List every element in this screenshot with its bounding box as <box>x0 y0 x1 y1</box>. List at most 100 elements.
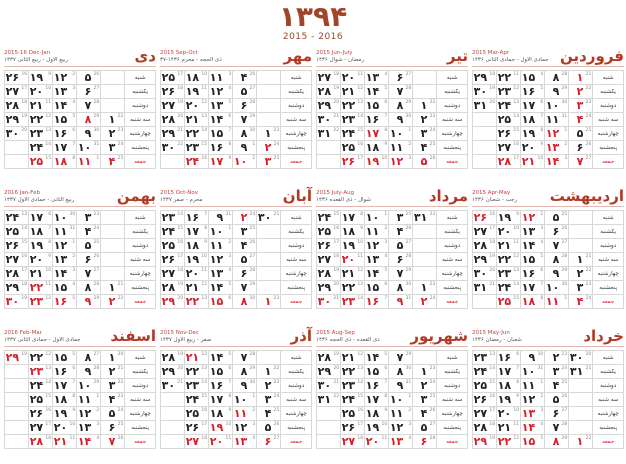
day-cell: ۲۵ 16 <box>340 140 366 155</box>
persian-day: ۳ <box>576 99 584 112</box>
gregorian-day: 24 <box>93 226 100 231</box>
day-cell: ۲۱ 13 <box>184 112 210 127</box>
gregorian-day: 10 <box>201 72 208 77</box>
day-cell: ۸ 29 <box>544 434 570 449</box>
empty-cell <box>100 252 126 267</box>
gregorian-day: 2 <box>540 394 544 399</box>
gregorian-day: 2 <box>72 72 76 77</box>
persian-day: ۱ <box>576 253 584 266</box>
gregorian-day: 19 <box>489 86 496 91</box>
day-cell: ۲۳ 13 <box>471 350 498 365</box>
persian-day: ۳۰ <box>161 379 176 392</box>
empty-cell <box>412 238 438 253</box>
day-cell: ۲۰ 10 <box>496 406 522 421</box>
day-cell: ۱۷ 7 <box>520 280 546 295</box>
calendar-title: ۱۳۹۴ 2015 - 2016 <box>0 2 626 43</box>
persian-day: ۱ <box>576 435 584 448</box>
gregorian-day: 3 <box>72 86 76 91</box>
gregorian-day: 19 <box>333 352 340 357</box>
persian-day: ۱۷ <box>209 155 224 168</box>
week-row: یکشنبه ۶ 27 ۱۳ 3 ۲۰ 10 ۲۷ 17 <box>3 84 156 99</box>
weekday-label: سه شنبه <box>436 252 468 267</box>
empty-cell <box>315 420 342 435</box>
gregorian-day: 15 <box>357 128 364 133</box>
day-cell: ۱ 23 <box>412 280 438 295</box>
week-row: سه شنبه ۳ 25 ۱۰ 1 ۱۷ 8 ۲۴ 15 ۳۱ 22 <box>315 392 468 407</box>
gregorian-day: 16 <box>357 408 364 413</box>
persian-day: ۸ <box>240 365 248 378</box>
gregorian-day: 17 <box>45 422 52 427</box>
persian-day: ۱ <box>264 365 272 378</box>
persian-day: ۲۶ <box>341 155 356 168</box>
gregorian-day: 13 <box>513 100 520 105</box>
empty-cell <box>471 126 498 141</box>
weekday-label: دوشنبه <box>592 98 624 113</box>
week-row: جمعه ۲ 22 ۹ 29 ۱۶ 5 ۲۳ 12 ۳۰ 19 <box>3 294 156 309</box>
week-row: شنبه ۱ 21 ۸ 28 ۱۵ 4 ۲۲ 11 ۲۹ 18 <box>471 70 624 85</box>
gregorian-day: 6 <box>384 282 388 287</box>
persian-day: ۲۵ <box>161 239 176 252</box>
gregorian-day: 4 <box>228 86 232 91</box>
week-row: دوشنبه ۴ 25 ۱۱ 1 ۱۸ 8 ۲۵ 15 <box>471 378 624 393</box>
gregorian-day: 8 <box>360 212 364 217</box>
weekday-label: سه شنبه <box>280 112 312 127</box>
day-cell: ۳ 24 <box>544 364 570 379</box>
persian-day: ۳ <box>396 211 404 224</box>
day-cell: ۶ 25 <box>100 420 126 435</box>
persian-day: ۱۵ <box>209 295 224 308</box>
week-row: جمعه ۶ 28 ۱۳ 4 ۲۰ 11 ۲۷ 18 <box>315 434 468 449</box>
weekday-label: سه شنبه <box>280 252 312 267</box>
persian-day: ۳ <box>552 365 560 378</box>
day-cell: ۱۷ 7 <box>496 364 522 379</box>
week-row: پنجشنبه ۵ 27 ۱۲ 3 ۱۹ 10 ۲۶ 17 <box>315 420 468 435</box>
persian-day: ۸ <box>552 435 560 448</box>
day-cell: ۸ 29 <box>388 98 414 113</box>
persian-day: ۱۸ <box>29 225 44 238</box>
day-cell: ۲۷ 18 <box>315 70 342 85</box>
gregorian-day: 18 <box>201 436 208 441</box>
day-cell: ۲۰ 10 <box>28 84 54 99</box>
day-cell: ۱۸ 8 <box>52 392 78 407</box>
gregorian-day: 7 <box>48 226 52 231</box>
week-row: پنجشنبه ۲ 24 ۹ 1 ۱۶ 8 ۲۳ 15 ۳۰ 22 <box>159 140 312 155</box>
persian-day: ۵ <box>420 155 428 168</box>
week-row: شنبه ۳۰ 20 ۲ 23 ۹ 30 ۱۶ 6 ۲۳ 13 <box>471 350 624 365</box>
gregorian-day: 1 <box>252 142 256 147</box>
day-cell: ۱۰ 1 <box>364 210 390 225</box>
gregorian-day: 9 <box>516 394 520 399</box>
day-cell: ۱۹ 10 <box>208 420 234 435</box>
day-cell: ۲۸ 20 <box>159 112 186 127</box>
gregorian-day: 27 <box>405 72 412 77</box>
empty-cell <box>3 140 30 155</box>
gregorian-day: 7 <box>228 380 232 385</box>
gregorian-day: 7 <box>540 114 544 119</box>
gregorian-day: 24 <box>117 408 124 413</box>
day-cell: ۱۳ 4 <box>364 252 390 267</box>
day-cell: ۴ 26 <box>388 224 414 239</box>
gregorian-day: 2 <box>564 142 568 147</box>
persian-day: ۲۶ <box>473 211 488 224</box>
gregorian-day: 3 <box>228 254 232 259</box>
gregorian-day: 4 <box>540 422 544 427</box>
persian-day: ۲۲ <box>29 113 44 126</box>
gregorian-day: 11 <box>69 436 76 441</box>
gregorian-range: 2016 Feb-Mar <box>4 330 42 336</box>
day-cell: ۱۱ 1 <box>520 378 546 393</box>
persian-day: ۳۱ <box>473 99 488 112</box>
persian-day: ۲۴ <box>29 379 44 392</box>
month-table: شنبه ۴ 26 ۱۱ 3 ۱۸ 10 ۲۵ 17 یکشنبه ۵ 27 ۱۲ 4 ۱۹ 11 ۲۶ 18 دو… <box>159 70 312 169</box>
persian-day: ۲۴ <box>185 155 200 168</box>
gregorian-day: 9 <box>48 72 52 77</box>
persian-day: ۳۰ <box>569 351 584 364</box>
week-row: سه شنبه ۴ 23 ۱۱ 1 ۱۸ 8 ۲۵ 15 <box>3 392 156 407</box>
day-cell: ۱۷ 6 <box>28 210 54 225</box>
persian-day: ۱۶ <box>209 379 224 392</box>
persian-day: ۴ <box>264 407 272 420</box>
weekday-label: جمعه <box>280 154 312 169</box>
week-row: چهارشنبه ۲ 22 ۹ 29 ۱۶ 6 ۲۳ 13 ۳۰ 20 <box>471 266 624 281</box>
month-header: آذر 2015 Nov-Dec صفر - ربیع الاول ۱۴۳۷ <box>160 324 312 347</box>
persian-day: ۲۳ <box>341 379 356 392</box>
day-cell: ۲۹ 19 <box>471 252 498 267</box>
gregorian-day: 8 <box>540 296 544 301</box>
gregorian-day: 6 <box>228 114 232 119</box>
